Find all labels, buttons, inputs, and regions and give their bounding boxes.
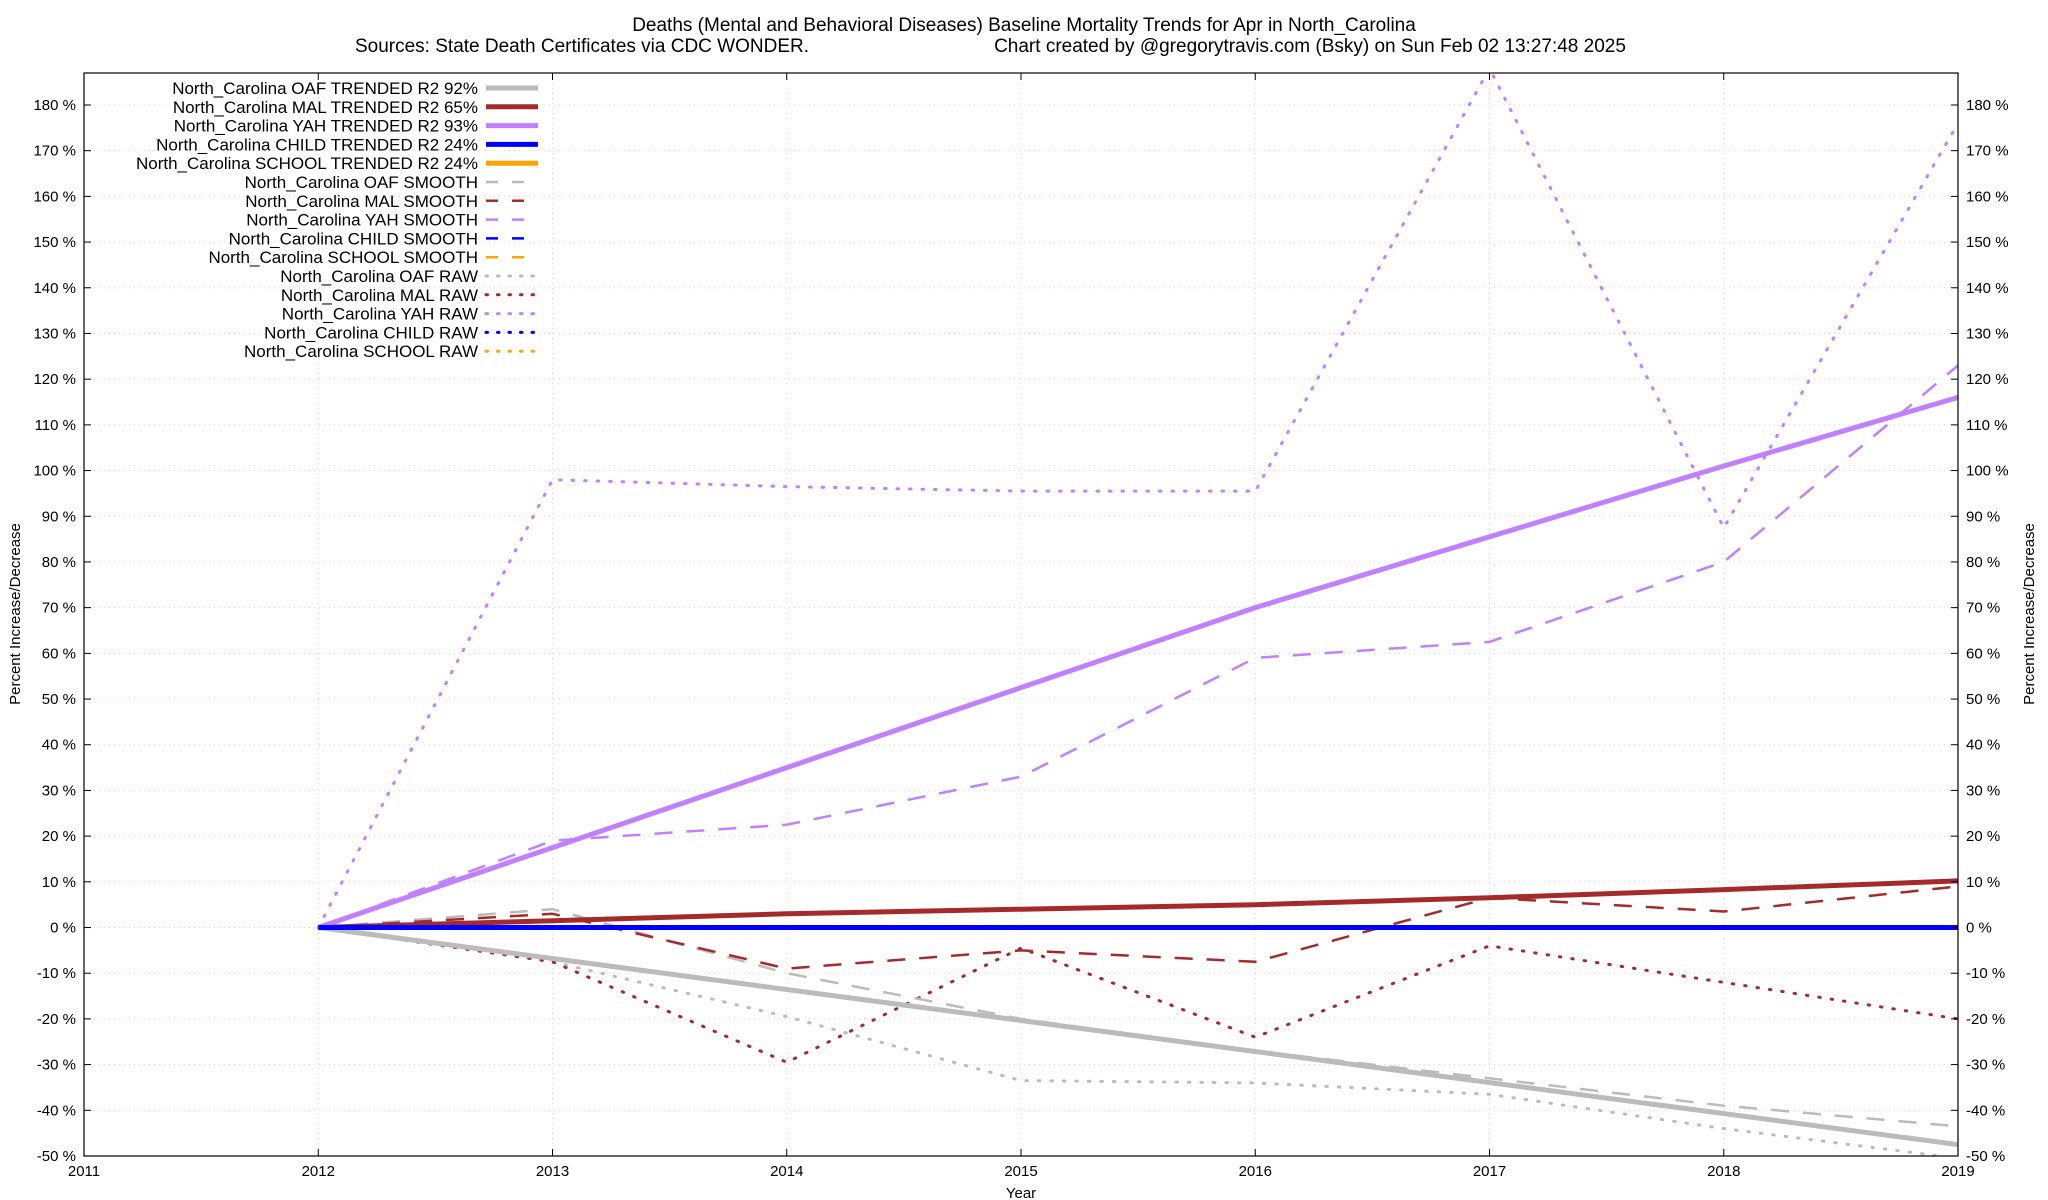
y-tick-label-right: -40 %: [1966, 1102, 2005, 1119]
y-tick-label-left: -30 %: [37, 1057, 76, 1074]
y-tick-label-left: 160 %: [33, 188, 76, 205]
legend: North_Carolina OAF TRENDED R2 92%North_C…: [136, 79, 540, 361]
y-tick-label-left: 120 %: [33, 371, 76, 388]
y-tick-label-left: 80 %: [42, 554, 76, 571]
y-tick-label-left: 170 %: [33, 143, 76, 160]
legend-label: North_Carolina SCHOOL SMOOTH: [208, 248, 478, 267]
x-tick-label: 2018: [1707, 1163, 1740, 1180]
y-tick-label-right: -20 %: [1966, 1011, 2005, 1028]
y-tick-label-left: 70 %: [42, 600, 76, 617]
legend-label: North_Carolina YAH RAW: [282, 305, 478, 324]
y-tick-label-right: 40 %: [1966, 737, 2000, 754]
y-tick-label-right: 160 %: [1966, 188, 2009, 205]
y-tick-label-right: 150 %: [1966, 234, 2009, 251]
x-tick-label: 2012: [302, 1163, 335, 1180]
legend-label: North_Carolina YAH SMOOTH: [246, 211, 478, 230]
chart-subtitle-right: Chart created by @gregorytravis.com (Bsk…: [994, 36, 1626, 57]
y-tick-label-right: 130 %: [1966, 325, 2009, 342]
y-tick-label-left: 60 %: [42, 645, 76, 662]
y-tick-label-left: 0 %: [50, 920, 76, 937]
x-tick-label: 2016: [1239, 1163, 1272, 1180]
y-tick-label-left: 150 %: [33, 234, 76, 251]
legend-label: North_Carolina OAF TRENDED R2 92%: [172, 79, 478, 98]
y-tick-label-right: 20 %: [1966, 828, 2000, 845]
legend-label: North_Carolina SCHOOL TRENDED R2 24%: [136, 154, 478, 173]
y-tick-label-right: 50 %: [1966, 691, 2000, 708]
y-tick-label-left: -50 %: [37, 1148, 76, 1165]
x-tick-label: 2011: [68, 1163, 100, 1180]
x-tick-label: 2014: [770, 1163, 803, 1180]
y-tick-label-left: 20 %: [42, 828, 76, 845]
y-tick-label-right: 30 %: [1966, 782, 2000, 799]
y-tick-label-right: 90 %: [1966, 508, 2000, 525]
y-tick-label-right: 60 %: [1966, 645, 2000, 662]
y-axis-label-right: Percent Increase/Decrease: [2021, 523, 2038, 705]
y-tick-label-left: -10 %: [37, 965, 76, 982]
x-tick-label: 2015: [1004, 1163, 1037, 1180]
y-tick-label-right: 10 %: [1966, 874, 2000, 891]
x-tick-label: 2013: [536, 1163, 569, 1180]
legend-label: North_Carolina MAL TRENDED R2 65%: [173, 98, 478, 117]
series-line-0: [317, 925, 1958, 1148]
series-line-1: [318, 878, 1958, 930]
y-tick-label-left: 100 %: [33, 463, 76, 480]
x-tick-label: 2017: [1473, 1163, 1506, 1180]
series-line-11: [316, 926, 1958, 1064]
y-axis-label-left: Percent Increase/Decrease: [7, 523, 24, 705]
y-tick-label-left: -20 %: [37, 1011, 76, 1028]
y-tick-label-left: 30 %: [42, 782, 76, 799]
series-line-12: [316, 73, 1958, 929]
y-tick-label-right: 170 %: [1966, 143, 2009, 160]
y-tick-label-left: 40 %: [42, 737, 76, 754]
y-tick-label-left: 110 %: [35, 417, 76, 434]
y-tick-label-left: 90 %: [42, 508, 76, 525]
series-line-5: [318, 907, 1958, 1128]
y-tick-label-left: 50 %: [42, 691, 76, 708]
tick-layer: 2011 2012 2013 2014 2015 2016 2017 2018 2019-50 …: [33, 73, 2009, 1180]
legend-label: North_Carolina CHILD SMOOTH: [229, 229, 478, 248]
legend-label: North_Carolina OAF RAW: [280, 267, 478, 286]
legend-label: North_Carolina SCHOOL RAW: [244, 342, 478, 361]
y-tick-label-right: -30 %: [1966, 1057, 2005, 1074]
x-tick-label: 2019: [1941, 1163, 1974, 1180]
legend-label: North_Carolina CHILD RAW: [264, 323, 478, 342]
legend-label: North_Carolina CHILD TRENDED R2 24%: [156, 135, 478, 154]
series-line-2: [317, 395, 1958, 930]
series-line-6: [318, 885, 1958, 970]
y-tick-label-left: 140 %: [33, 280, 76, 297]
chart-subtitle-left: Sources: State Death Certificates via CD…: [355, 36, 809, 57]
y-tick-label-left: -40 %: [37, 1102, 76, 1119]
y-tick-label-right: 140 %: [1966, 280, 2009, 297]
grid-layer: [84, 73, 1958, 1157]
y-tick-label-right: -50 %: [1966, 1148, 2005, 1165]
y-tick-label-right: 0 %: [1966, 920, 1992, 937]
legend-label: North_Carolina MAL RAW: [281, 286, 478, 305]
x-axis-label: Year: [1006, 1185, 1036, 1200]
y-tick-label-right: 100 %: [1966, 463, 2009, 480]
y-tick-label-right: 180 %: [1966, 97, 2009, 114]
y-tick-label-right: 70 %: [1966, 600, 2000, 617]
legend-label: North_Carolina MAL SMOOTH: [245, 192, 478, 211]
legend-label: North_Carolina OAF SMOOTH: [245, 173, 478, 192]
y-tick-label-right: -10 %: [1966, 965, 2005, 982]
legend-label: North_Carolina YAH TRENDED R2 93%: [174, 117, 478, 136]
y-tick-label-right: 110 %: [1966, 417, 2007, 434]
series-line-7: [317, 364, 1958, 929]
y-tick-label-left: 180 %: [33, 97, 76, 114]
y-tick-label-left: 10 %: [42, 874, 76, 891]
y-tick-label-right: 120 %: [1966, 371, 2009, 388]
y-tick-label-right: 80 %: [1966, 554, 2000, 571]
series-layer: [316, 73, 1958, 1156]
chart-title: Deaths (Mental and Behavioral Diseases) …: [632, 15, 1416, 36]
series-line-10: [316, 926, 1952, 1156]
y-tick-label-left: 130 %: [33, 325, 76, 342]
